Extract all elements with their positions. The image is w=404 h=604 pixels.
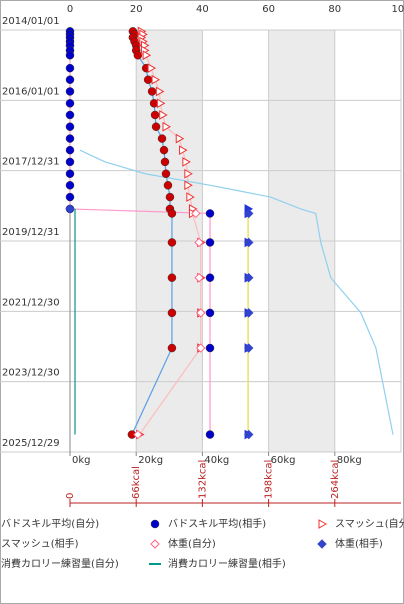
marker	[147, 87, 157, 96]
marker	[161, 169, 171, 178]
marker	[160, 157, 170, 167]
legend-marker	[318, 519, 328, 529]
x-tick-label: 2019/12/31	[2, 227, 60, 238]
marker	[133, 429, 143, 440]
marker	[244, 237, 254, 248]
x-tick-label: 2023/12/30	[2, 368, 60, 379]
marker	[65, 134, 75, 143]
marker	[205, 273, 215, 282]
marker	[65, 157, 75, 167]
marker	[182, 157, 191, 167]
kg-tick-label: 20kg	[138, 455, 163, 466]
marker	[65, 192, 75, 202]
marker	[133, 50, 143, 60]
marker	[205, 209, 215, 218]
legend-label: 体重(相手)	[335, 537, 383, 550]
marker	[167, 209, 177, 218]
marker	[244, 208, 254, 219]
x-tick-label: 2025/12/29	[2, 438, 60, 449]
y-tick-label: 80	[328, 4, 341, 15]
marker	[65, 145, 75, 155]
y-tick-label: 0	[67, 4, 73, 15]
marker	[143, 75, 153, 84]
kcal-tick-label: 0	[65, 493, 76, 499]
marker	[150, 110, 160, 120]
marker	[65, 169, 75, 178]
legend-label: スマッシュ(自分)	[335, 517, 404, 530]
marker	[194, 273, 204, 283]
marker	[156, 98, 166, 109]
legend-label: スマッシュ(相手)	[1, 537, 79, 550]
marker	[186, 192, 195, 202]
kcal-tick-label: 198kcal	[264, 460, 275, 499]
y-tick-label: 20	[130, 4, 143, 15]
marker	[65, 181, 75, 190]
marker	[205, 430, 215, 439]
marker	[205, 343, 215, 353]
marker	[65, 204, 75, 214]
legend-label: 消費カロリー練習量(自分)	[1, 557, 119, 570]
marker	[65, 110, 75, 120]
marker	[179, 145, 188, 156]
marker	[167, 273, 177, 282]
x-tick-label: 2014/01/01	[2, 16, 60, 27]
series-line	[79, 149, 394, 435]
marker	[65, 87, 75, 96]
marker	[196, 308, 206, 318]
kcal-tick-label: 132kcal	[197, 460, 208, 499]
marker	[184, 180, 193, 191]
x-tick-label: 2021/12/30	[2, 297, 60, 308]
marker	[244, 429, 254, 440]
marker	[244, 273, 254, 283]
marker	[151, 122, 161, 131]
kg-tick-label: 60kg	[271, 455, 296, 466]
marker	[65, 75, 75, 84]
legend-label: 消費カロリー練習量(相手)	[168, 557, 286, 570]
legend-marker	[317, 539, 327, 549]
kg-tick-label: 80kg	[337, 455, 362, 466]
marker	[244, 343, 254, 353]
marker	[147, 63, 157, 74]
y-tick-label: 60	[262, 4, 275, 15]
y-tick-label: 100	[391, 4, 404, 15]
marker	[184, 168, 193, 179]
x-tick-label: 2016/01/01	[2, 86, 60, 97]
marker	[65, 50, 75, 60]
marker	[191, 208, 201, 219]
legend-marker	[150, 539, 160, 549]
y-tick-label: 40	[196, 4, 209, 15]
marker	[167, 238, 177, 247]
marker	[167, 308, 177, 318]
marker	[163, 181, 173, 190]
legend-label: バドスキル平均(自分)	[1, 517, 99, 530]
marker	[65, 122, 75, 131]
marker	[142, 50, 152, 61]
marker	[155, 86, 165, 97]
marker	[162, 121, 171, 132]
kcal-tick-label: 264kcal	[330, 460, 341, 499]
x-tick-label: 2017/12/31	[2, 157, 60, 168]
marker	[167, 343, 177, 353]
marker	[151, 74, 161, 85]
marker	[175, 133, 185, 144]
marker	[205, 308, 215, 318]
legend-label: バドスキル平均(相手)	[168, 517, 266, 530]
marker	[194, 237, 204, 248]
kg-tick-label: 40kg	[204, 455, 229, 466]
marker	[65, 63, 75, 73]
marker	[196, 343, 206, 353]
marker	[244, 308, 254, 318]
marker	[205, 238, 215, 247]
legend-marker	[150, 519, 160, 529]
marker	[157, 134, 167, 143]
marker	[65, 99, 75, 108]
marker	[159, 110, 168, 120]
kcal-tick-label: 66kcal	[131, 466, 142, 499]
marker	[159, 145, 169, 155]
kg-tick-label: 0kg	[72, 455, 91, 466]
marker	[165, 192, 175, 202]
legend-label: 体重(自分)	[168, 537, 216, 550]
